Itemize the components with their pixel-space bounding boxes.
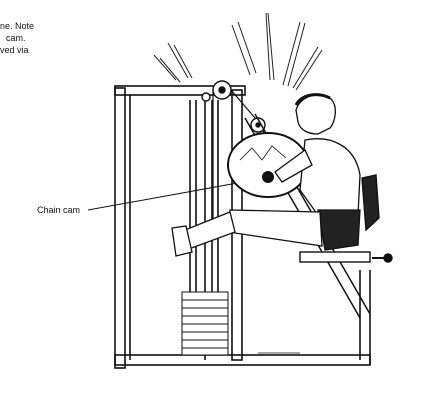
caption-line-3: ved via <box>0 45 29 55</box>
chain-cam-label: Chain cam <box>37 205 81 215</box>
weight-stack <box>181 291 229 356</box>
caption-line-1: ne. Note <box>0 21 35 31</box>
person-figure <box>171 93 361 257</box>
figure-caption-fragment: ne. Note cam. ved via <box>0 20 60 56</box>
seat <box>299 174 393 263</box>
motion-lines <box>153 12 323 91</box>
caption-line-2: cam. <box>6 33 26 43</box>
